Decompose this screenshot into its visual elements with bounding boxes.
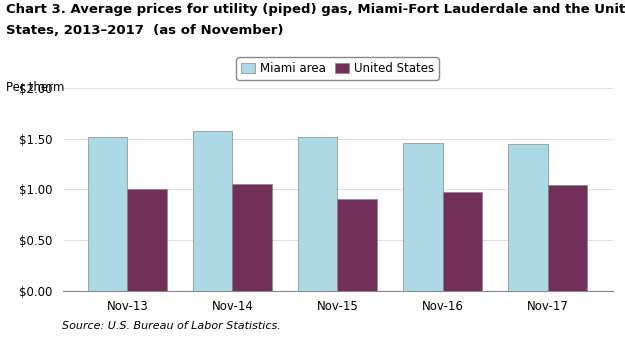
Bar [232,184,272,291]
Bar [192,131,232,291]
Bar [402,143,442,291]
Bar [88,137,128,291]
Bar [508,144,548,291]
Text: Source: U.S. Bureau of Labor Statistics.: Source: U.S. Bureau of Labor Statistics. [62,321,281,331]
Bar [338,199,377,291]
Legend: Miami area, United States: Miami area, United States [236,57,439,80]
Text: Per therm: Per therm [6,81,64,94]
Bar [442,192,483,291]
Bar [548,185,588,291]
Text: Chart 3. Average prices for utility (piped) gas, Miami-Fort Lauderdale and the U: Chart 3. Average prices for utility (pip… [6,3,625,16]
Text: States, 2013–2017  (as of November): States, 2013–2017 (as of November) [6,24,284,37]
Bar [298,137,338,291]
Bar [127,189,168,291]
